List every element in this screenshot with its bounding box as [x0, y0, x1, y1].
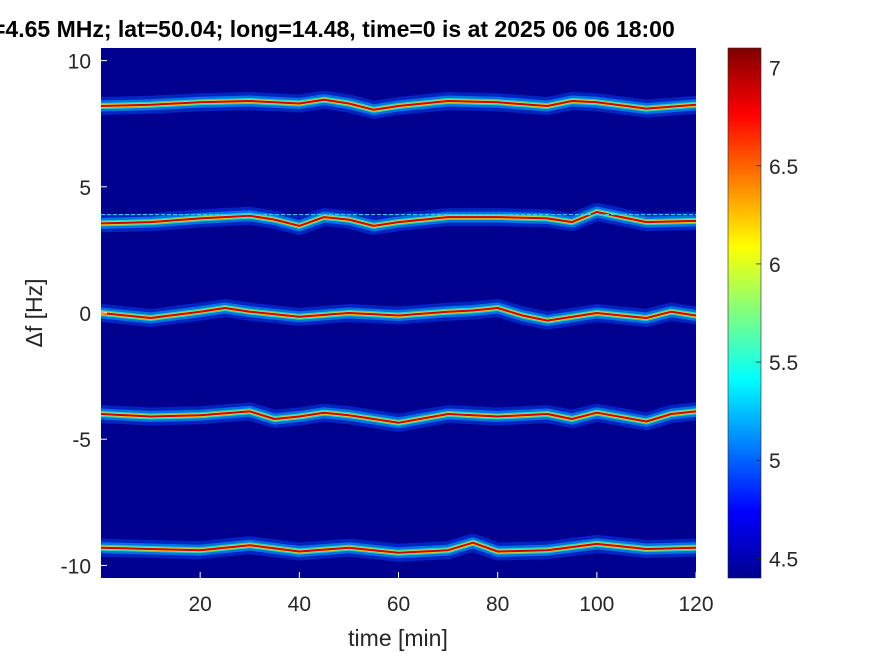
colorbar [727, 47, 762, 579]
y-tick-label: -5 [72, 429, 91, 452]
y-tick-label: 5 [79, 177, 91, 200]
x-axis-ticks: 20 40 60 80 100 120 [188, 572, 714, 616]
colorbar-tick-label: 5 [769, 450, 781, 473]
trace-3-layer-5 [101, 307, 696, 322]
trace-5-layer-5 [101, 541, 696, 554]
trace-4-layer-5 [101, 410, 696, 424]
chart-title: =4.65 MHz; lat=50.04; long=14.48, time=0… [0, 16, 675, 42]
x-tick-label: 60 [387, 593, 410, 616]
colorbar-ticks: 7 6.5 6 5.5 5 4.5 [756, 58, 798, 571]
colorbar-tick-label: 4.5 [769, 548, 798, 571]
y-tick-label: 0 [79, 303, 91, 326]
x-tick-label: 80 [486, 593, 509, 616]
colorbar-tick-label: 5.5 [769, 352, 798, 375]
colorbar-tick-label: 7 [769, 58, 781, 81]
trace-1-layer-5 [101, 98, 696, 111]
colorbar-tick-label: 6.5 [769, 156, 798, 179]
x-axis-label: time [min] [348, 625, 448, 651]
x-tick-label: 20 [188, 593, 211, 616]
x-tick-label: 40 [288, 593, 311, 616]
trace-2-layer-5 [101, 211, 696, 227]
x-tick-label: 100 [579, 593, 614, 616]
x-tick-label: 120 [678, 593, 713, 616]
y-axis-label: Δf [Hz] [21, 278, 47, 347]
colorbar-tick-label: 6 [769, 254, 781, 277]
spectral-traces [101, 90, 696, 562]
y-tick-label: -10 [61, 555, 91, 578]
y-axis-ticks: 10 5 0 -5 -10 [61, 51, 107, 578]
y-tick-label: 10 [68, 51, 91, 74]
